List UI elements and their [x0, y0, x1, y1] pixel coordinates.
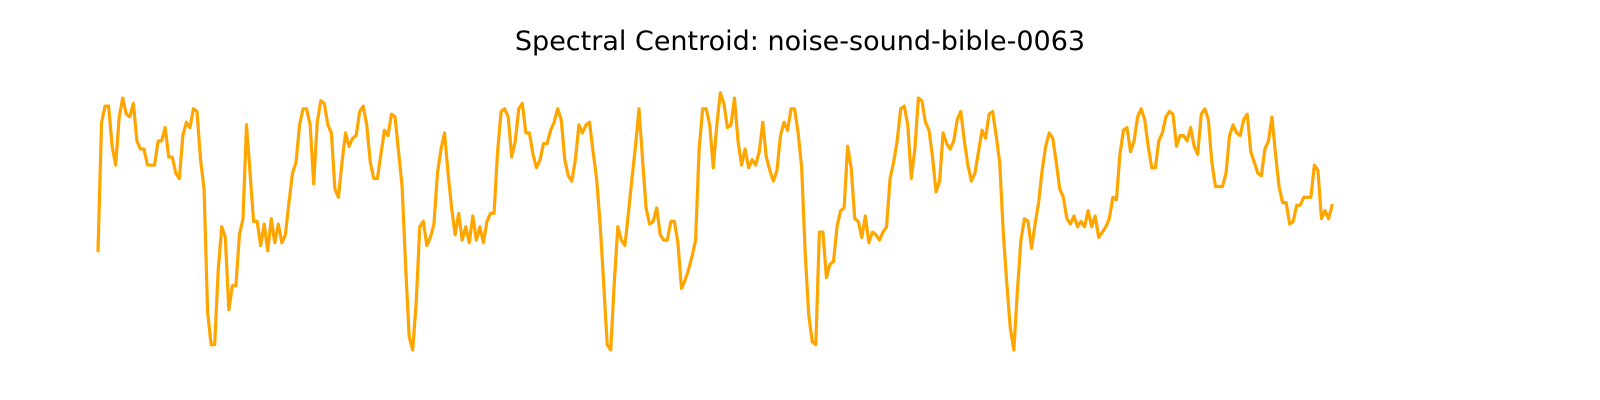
series-line-0	[96, 91, 1334, 352]
chart-title: Spectral Centroid: noise-sound-bible-006…	[514, 26, 1086, 57]
